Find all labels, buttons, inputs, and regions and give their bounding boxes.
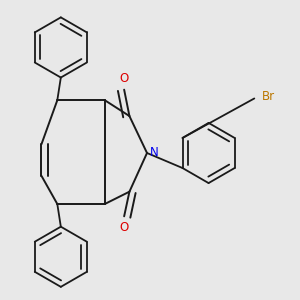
Text: Br: Br (262, 90, 275, 104)
Text: O: O (119, 221, 129, 234)
Text: O: O (119, 72, 129, 85)
Text: N: N (150, 146, 159, 160)
